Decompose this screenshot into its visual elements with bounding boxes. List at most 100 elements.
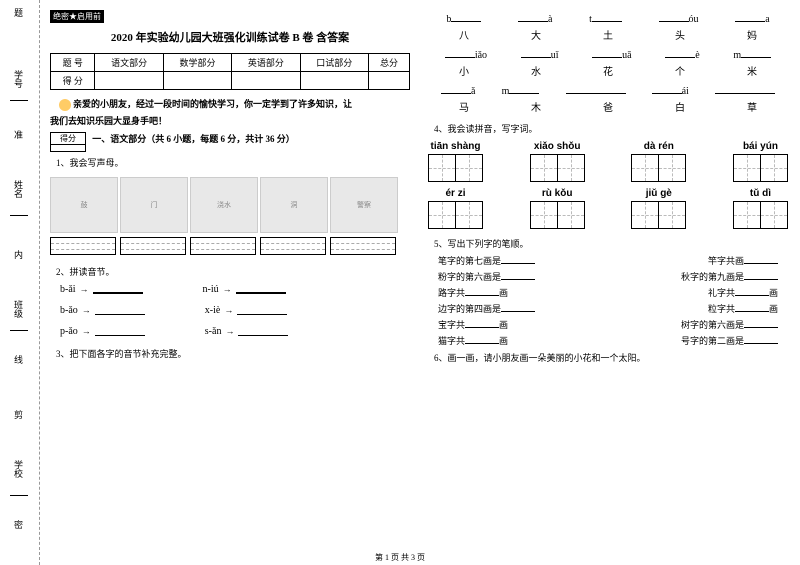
stroke-blank[interactable]	[744, 327, 778, 328]
stroke-blank[interactable]	[501, 263, 535, 264]
table-cell[interactable]	[95, 72, 163, 90]
tianzi-box[interactable]	[658, 201, 686, 229]
word-group: ér zi	[428, 188, 483, 229]
stroke-left: 边字的第四画是	[438, 302, 535, 315]
table-row: 得 分	[51, 72, 410, 90]
answer-blank[interactable]	[95, 305, 145, 315]
stroke-blank[interactable]	[465, 295, 499, 296]
fill-blank[interactable]	[592, 48, 622, 58]
table-cell[interactable]	[232, 72, 300, 90]
word-row: ér zi rù kǒu jiǔ gè tǔ dì	[428, 188, 788, 229]
pinyin-item: p-ǎo→	[60, 326, 145, 337]
writing-box[interactable]	[190, 237, 256, 255]
fill-blank[interactable]	[509, 84, 539, 94]
tianzi-box[interactable]	[631, 154, 659, 182]
table-cell[interactable]	[300, 72, 368, 90]
tianzi-box[interactable]	[428, 154, 456, 182]
sidebar-zhun: 准	[12, 130, 25, 139]
tianzi-box[interactable]	[557, 154, 585, 182]
word-pinyin: ér zi	[428, 188, 483, 199]
word-group: bái yún	[733, 141, 788, 182]
stroke-left: 笔字的第七画是	[438, 254, 535, 267]
answer-blank[interactable]	[236, 284, 286, 294]
writing-box[interactable]	[50, 237, 116, 255]
table-cell[interactable]	[368, 72, 409, 90]
fill-blank[interactable]	[735, 12, 765, 22]
fill-part: iǎo	[445, 48, 487, 61]
sidebar-jian: 剪	[12, 410, 25, 419]
fill-blank[interactable]	[592, 12, 622, 22]
fill-blank[interactable]	[596, 84, 626, 94]
stroke-blank[interactable]	[735, 295, 769, 296]
tianzi-box[interactable]	[455, 201, 483, 229]
word-group: tǔ dì	[733, 188, 788, 229]
fill-char: 妈	[742, 27, 762, 42]
fill-blank[interactable]	[518, 12, 548, 22]
stroke-blank[interactable]	[501, 279, 535, 280]
sidebar-line	[10, 495, 28, 496]
fill-blank[interactable]	[715, 84, 745, 94]
fill-letter: uǐ	[551, 50, 559, 61]
fill-char: 土	[598, 27, 618, 42]
fill-char: 米	[742, 63, 762, 78]
word-group: jiǔ gè	[631, 188, 686, 229]
section-1-title: 一、语文部分（共 6 小题，每题 6 分，共计 36 分）	[92, 134, 295, 144]
fill-letter: a	[765, 14, 769, 25]
fill-blank[interactable]	[741, 48, 771, 58]
writing-box[interactable]	[260, 237, 326, 255]
stroke-blank[interactable]	[735, 311, 769, 312]
tianzi-box[interactable]	[530, 201, 558, 229]
fill-blank[interactable]	[441, 84, 471, 94]
stroke-blank[interactable]	[744, 263, 778, 264]
image-placeholder: 警察	[330, 177, 398, 233]
stroke-row: 粉字的第六画是秋字的第九画是	[438, 270, 778, 283]
stroke-text: 宝字共	[438, 320, 465, 330]
tianzi-box[interactable]	[658, 154, 686, 182]
fill-blank[interactable]	[445, 48, 475, 58]
tianzi-box[interactable]	[733, 154, 761, 182]
section-row: 得分 一、语文部分（共 6 小题，每题 6 分，共计 36 分）	[50, 132, 410, 152]
tianzi-pair	[733, 154, 788, 182]
fill-letter: m	[502, 86, 510, 97]
score-table: 题 号 语文部分 数学部分 英语部分 口试部分 总分 得 分	[50, 53, 410, 90]
stroke-right: 号字的第二画是	[681, 334, 778, 347]
tianzi-box[interactable]	[760, 201, 788, 229]
fill-blank[interactable]	[521, 48, 551, 58]
stroke-blank[interactable]	[744, 343, 778, 344]
sidebar-line	[10, 215, 28, 216]
stroke-text: 秋字的第九画是	[681, 272, 744, 282]
stroke-text: 粒字共	[708, 304, 735, 314]
binding-sidebar: 题 学号 准 姓名 内 班级 线 剪 学校 密	[0, 0, 40, 565]
fill-blank[interactable]	[665, 48, 695, 58]
fill-blank[interactable]	[745, 84, 775, 94]
fill-blank[interactable]	[451, 12, 481, 22]
stroke-blank[interactable]	[465, 343, 499, 344]
fill-part: à	[518, 12, 552, 25]
tianzi-box[interactable]	[733, 201, 761, 229]
fill-letter: ái	[682, 86, 689, 97]
answer-blank[interactable]	[238, 326, 288, 336]
tianzi-pair	[631, 154, 686, 182]
table-cell[interactable]	[163, 72, 231, 90]
fill-part	[566, 84, 626, 97]
tianzi-box[interactable]	[530, 154, 558, 182]
writing-box[interactable]	[330, 237, 396, 255]
writing-box[interactable]	[120, 237, 186, 255]
answer-blank[interactable]	[93, 284, 143, 294]
tianzi-box[interactable]	[557, 201, 585, 229]
stroke-blank[interactable]	[465, 327, 499, 328]
tianzi-box[interactable]	[455, 154, 483, 182]
answer-blank[interactable]	[95, 326, 145, 336]
tianzi-box[interactable]	[631, 201, 659, 229]
stroke-blank[interactable]	[501, 311, 535, 312]
fill-blank[interactable]	[652, 84, 682, 94]
fill-blank[interactable]	[566, 84, 596, 94]
answer-blank[interactable]	[237, 305, 287, 315]
tianzi-box[interactable]	[428, 201, 456, 229]
tianzi-box[interactable]	[760, 154, 788, 182]
score-mini-box[interactable]: 得分	[50, 132, 86, 152]
fill-blank[interactable]	[659, 12, 689, 22]
pinyin-label: p-ǎo	[60, 326, 78, 337]
pinyin-item: b-ǎi→	[60, 284, 143, 295]
stroke-blank[interactable]	[744, 279, 778, 280]
